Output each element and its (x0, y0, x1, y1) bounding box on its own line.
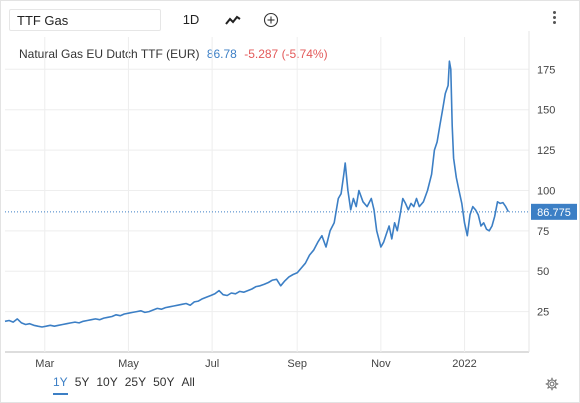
interval-button[interactable]: 1D (182, 12, 200, 27)
series-price: 86.78 (206, 47, 237, 61)
settings-gear-icon[interactable] (545, 377, 559, 391)
symbol-search-input[interactable]: TTF Gas (9, 9, 161, 31)
chart-toolbar: TTF Gas 1D (1, 1, 579, 37)
y-tick-label: 75 (537, 226, 549, 238)
range-5y[interactable]: 5Y (74, 375, 90, 389)
y-tick-label: 125 (537, 145, 555, 157)
x-tick-label: 2022 (452, 358, 476, 370)
y-tick-label: 50 (537, 266, 549, 278)
add-circle-icon (263, 12, 279, 28)
range-50y[interactable]: 50Y (153, 375, 175, 389)
last-value-label: 86.775 (537, 207, 571, 219)
range-1y[interactable]: 1Y (53, 375, 68, 395)
series-change: -5.287 (-5.74%) (244, 47, 328, 61)
more-options-icon[interactable] (549, 9, 559, 31)
price-chart[interactable]: 25 50 75 100 125 150 175 Mar May Jul Sep Nov 2022 86.… (1, 1, 579, 371)
series-name: Natural Gas EU Dutch TTF (EUR) (19, 47, 200, 61)
range-selector: 1Y 5Y 10Y 25Y 50Y All (53, 375, 202, 395)
range-25y[interactable]: 25Y (124, 375, 147, 389)
y-tick-label: 100 (537, 185, 555, 197)
x-tick-label: May (118, 358, 139, 370)
last-value-badge (531, 203, 577, 220)
x-tick-label: Mar (35, 358, 54, 370)
line-chart-icon (225, 15, 241, 25)
y-tick-label: 25 (537, 307, 549, 319)
x-tick-label: Nov (371, 358, 391, 370)
x-tick-label: Sep (287, 358, 307, 370)
compare-button[interactable] (261, 9, 281, 31)
chart-type-button[interactable] (223, 9, 243, 31)
series-legend: Natural Gas EU Dutch TTF (EUR) 86.78 -5.… (19, 47, 328, 61)
y-tick-label: 175 (537, 64, 555, 76)
series-line (4, 60, 510, 328)
x-tick-label: Jul (205, 358, 219, 370)
range-10y[interactable]: 10Y (96, 375, 118, 389)
y-tick-label: 150 (537, 105, 555, 117)
range-all[interactable]: All (181, 375, 195, 389)
